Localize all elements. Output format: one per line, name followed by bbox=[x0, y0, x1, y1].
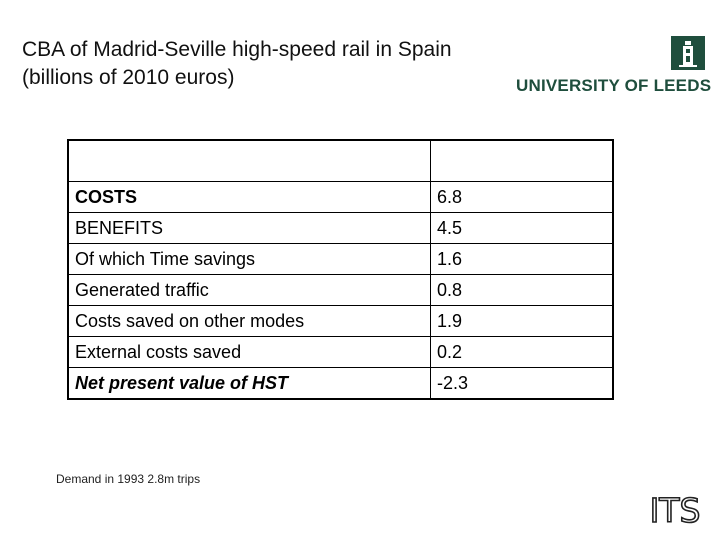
its-logo: ITS bbox=[649, 492, 701, 526]
row-label-time-savings: Of which Time savings bbox=[67, 243, 431, 275]
row-value-external-costs: 0.2 bbox=[430, 336, 614, 368]
table-row: Net present value of HST -2.3 bbox=[67, 367, 614, 400]
table-row: COSTS 6.8 bbox=[67, 181, 614, 213]
header-cell-label bbox=[67, 139, 431, 182]
leeds-tower-icon bbox=[671, 36, 705, 70]
table-row: Costs saved on other modes 1.9 bbox=[67, 305, 614, 337]
its-logo-text: ITS bbox=[650, 492, 701, 526]
row-value-benefits: 4.5 bbox=[430, 212, 614, 244]
row-value-npv: -2.3 bbox=[430, 367, 614, 400]
row-label-costs: COSTS bbox=[67, 181, 431, 213]
row-value-costs: 6.8 bbox=[430, 181, 614, 213]
row-label-npv: Net present value of HST bbox=[67, 367, 431, 400]
row-label-benefits: BENEFITS bbox=[67, 212, 431, 244]
leeds-wordmark: UNIVERSITY OF LEEDS bbox=[516, 76, 712, 95]
table-header-row bbox=[67, 139, 614, 182]
table-row: External costs saved 0.2 bbox=[67, 336, 614, 368]
row-label-costs-saved: Costs saved on other modes bbox=[67, 305, 431, 337]
row-value-costs-saved: 1.9 bbox=[430, 305, 614, 337]
slide-title: CBA of Madrid-Seville high-speed rail in… bbox=[22, 36, 522, 92]
row-label-external-costs: External costs saved bbox=[67, 336, 431, 368]
header-cell-value bbox=[430, 139, 614, 182]
cba-table: COSTS 6.8 BENEFITS 4.5 Of which Time sav… bbox=[67, 139, 614, 400]
title-line-1: CBA of Madrid-Seville high-speed rail in… bbox=[22, 38, 452, 61]
row-label-generated-traffic: Generated traffic bbox=[67, 274, 431, 306]
university-of-leeds-logo: UNIVERSITY OF LEEDS bbox=[516, 36, 712, 95]
demand-note: Demand in 1993 2.8m trips bbox=[56, 472, 201, 486]
title-line-2: (billions of 2010 euros) bbox=[22, 66, 235, 89]
table-row: BENEFITS 4.5 bbox=[67, 212, 614, 244]
table-row: Generated traffic 0.8 bbox=[67, 274, 614, 306]
row-value-time-savings: 1.6 bbox=[430, 243, 614, 275]
row-value-generated-traffic: 0.8 bbox=[430, 274, 614, 306]
table-row: Of which Time savings 1.6 bbox=[67, 243, 614, 275]
